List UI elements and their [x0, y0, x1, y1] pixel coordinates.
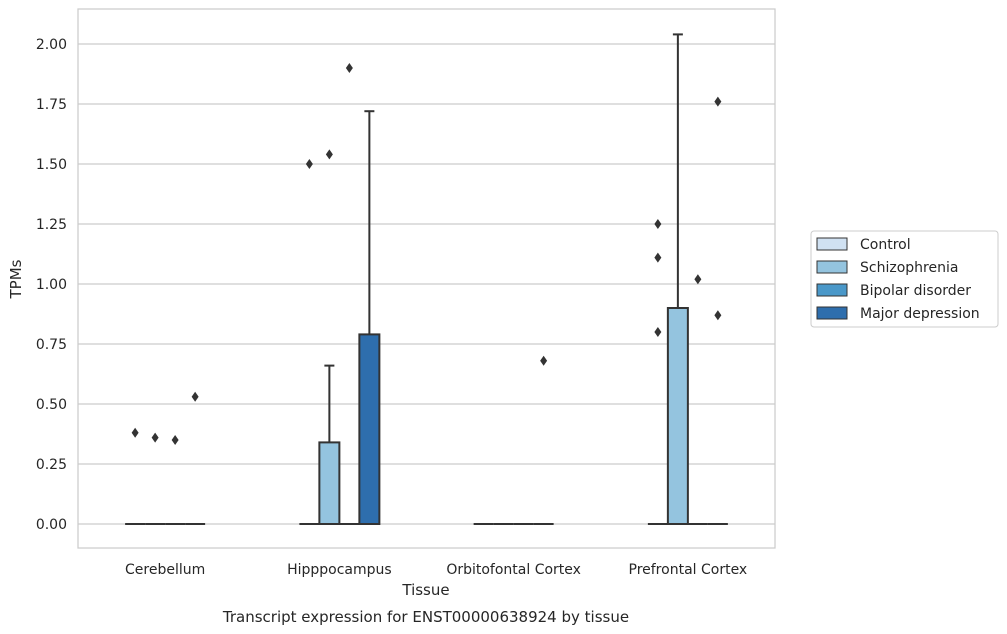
legend-swatch: [816, 237, 848, 251]
box-marks: [125, 33, 728, 525]
y-tick-label: 1.75: [36, 97, 67, 113]
outlier-point: [540, 355, 548, 366]
box: [358, 333, 381, 525]
box-group: [185, 391, 206, 525]
gridlines: [78, 43, 775, 525]
outlier-point: [345, 63, 353, 73]
box-group: [318, 149, 341, 525]
outlier-point: [714, 310, 722, 321]
legend-frame: [810, 230, 999, 328]
box-group: [533, 355, 554, 525]
y-tick-labels: 0.00 0.25 0.50 0.75 1.00 1.25 1.50 1.75 2.00: [36, 37, 67, 533]
box: [666, 307, 689, 525]
x-tick-label: Prefrontal Cortex: [629, 562, 748, 578]
outlier-point: [171, 435, 179, 445]
chart-caption: Transcript expression for ENST0000063892…: [222, 608, 629, 626]
box-group: [145, 432, 166, 525]
outlier-point: [654, 252, 662, 263]
legend-swatch: [816, 306, 848, 320]
legend-label: Bipolar disorder: [860, 283, 971, 299]
x-axis-label: Tissue: [401, 581, 449, 599]
box-group: [687, 274, 708, 525]
y-tick-label: 0.50: [36, 397, 67, 413]
legend: Control Schizophrenia Bipolar disorder Majo…: [810, 230, 999, 328]
outlier-point: [325, 149, 333, 160]
box-group: [666, 33, 689, 525]
box-group: [647, 219, 668, 525]
legend-swatch: [816, 260, 848, 274]
x-tick-label: Cerebellum: [125, 562, 205, 578]
plot-frame: [77, 8, 776, 549]
box-group: [358, 110, 381, 525]
y-tick-label: 0.75: [36, 337, 67, 353]
legend-label: Major depression: [860, 306, 980, 322]
legend-label: Schizophrenia: [860, 260, 958, 276]
x-tick-label: Orbitofontal Cortex: [446, 562, 581, 578]
box: [318, 441, 341, 525]
outlier-point: [654, 327, 662, 337]
y-tick-label: 1.50: [36, 157, 67, 173]
legend-swatch: [816, 283, 848, 297]
box-group: [299, 159, 320, 525]
y-tick-label: 1.00: [36, 277, 67, 293]
x-tick-label: Hipppocampus: [287, 562, 392, 578]
y-tick-label: 0.25: [36, 457, 67, 473]
legend-label: Control: [860, 237, 911, 253]
box-group: [165, 435, 186, 525]
outlier-point: [654, 219, 662, 229]
outlier-point: [305, 159, 313, 169]
y-tick-label: 2.00: [36, 37, 67, 53]
outlier-point: [131, 427, 139, 438]
box-group: [125, 427, 146, 525]
outlier-point: [191, 391, 199, 402]
y-tick-label: 1.25: [36, 217, 67, 233]
box-group: [707, 96, 728, 525]
outlier-point: [694, 274, 702, 285]
outlier-point: [714, 96, 722, 107]
y-tick-label: 0.00: [36, 517, 67, 533]
x-tick-labels: Cerebellum Hipppocampus Orbitofontal Corte…: [125, 562, 747, 578]
y-axis-label: TPMs: [7, 259, 25, 299]
outlier-point: [151, 432, 159, 443]
box-group: [339, 63, 360, 525]
